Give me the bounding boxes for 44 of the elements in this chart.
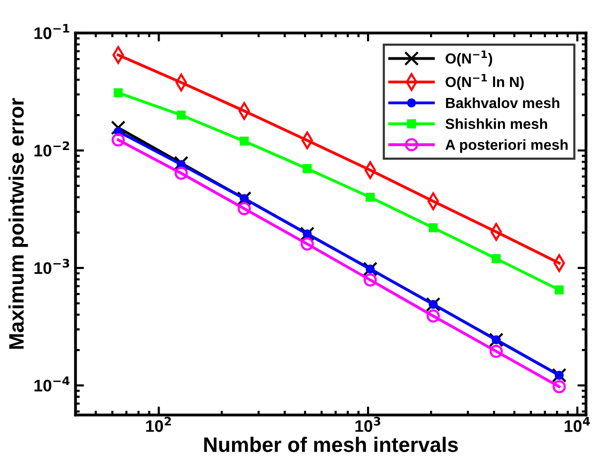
point (492, 254, 501, 264)
point (176, 110, 186, 120)
y-tick-label: 10$^{−3}$ (34, 258, 70, 274)
legend-label: O(N$^{−1}$ ln N) (446, 74, 524, 90)
point (426, 309, 440, 323)
y-tick-label: 10$^{−2}$ (34, 141, 70, 157)
point (300, 237, 314, 251)
point (366, 192, 375, 202)
point (428, 223, 438, 232)
legend-label: Bakhvalov mesh (446, 97, 560, 108)
point (302, 229, 312, 238)
x-tick-label: 10$^{2}$ (146, 416, 171, 432)
point (110, 120, 126, 136)
point (428, 300, 438, 309)
point (114, 88, 123, 98)
point (554, 285, 564, 294)
x-tick-label: 10$^{4}$ (564, 416, 590, 432)
point (302, 164, 312, 174)
legend-label: Shishkin mesh (445, 118, 548, 130)
y-tick-label: 10$^{−1}$ (34, 24, 70, 40)
point (552, 368, 567, 383)
point (364, 273, 377, 287)
point (238, 202, 251, 216)
point (174, 156, 189, 170)
x-axis-title: Number of mesh intervals (204, 436, 458, 452)
legend-label: O(N$^{−1}$) (446, 50, 492, 67)
point (552, 380, 566, 394)
point (236, 191, 252, 206)
point (554, 370, 564, 380)
point (366, 264, 375, 274)
point (112, 133, 125, 147)
point (492, 335, 501, 344)
y-tick-label: 10$^{−4}$ (34, 376, 70, 392)
point (174, 166, 188, 180)
point (300, 226, 315, 242)
point (426, 297, 441, 312)
legend-label: A posteriori mesh (445, 139, 568, 153)
point (362, 262, 378, 276)
point (490, 344, 503, 358)
x-tick-label: 10$^{3}$ (355, 416, 380, 432)
point (488, 332, 504, 348)
y-axis-title: Maximum pointwise error (8, 98, 28, 349)
point (240, 194, 249, 204)
point (240, 136, 249, 146)
